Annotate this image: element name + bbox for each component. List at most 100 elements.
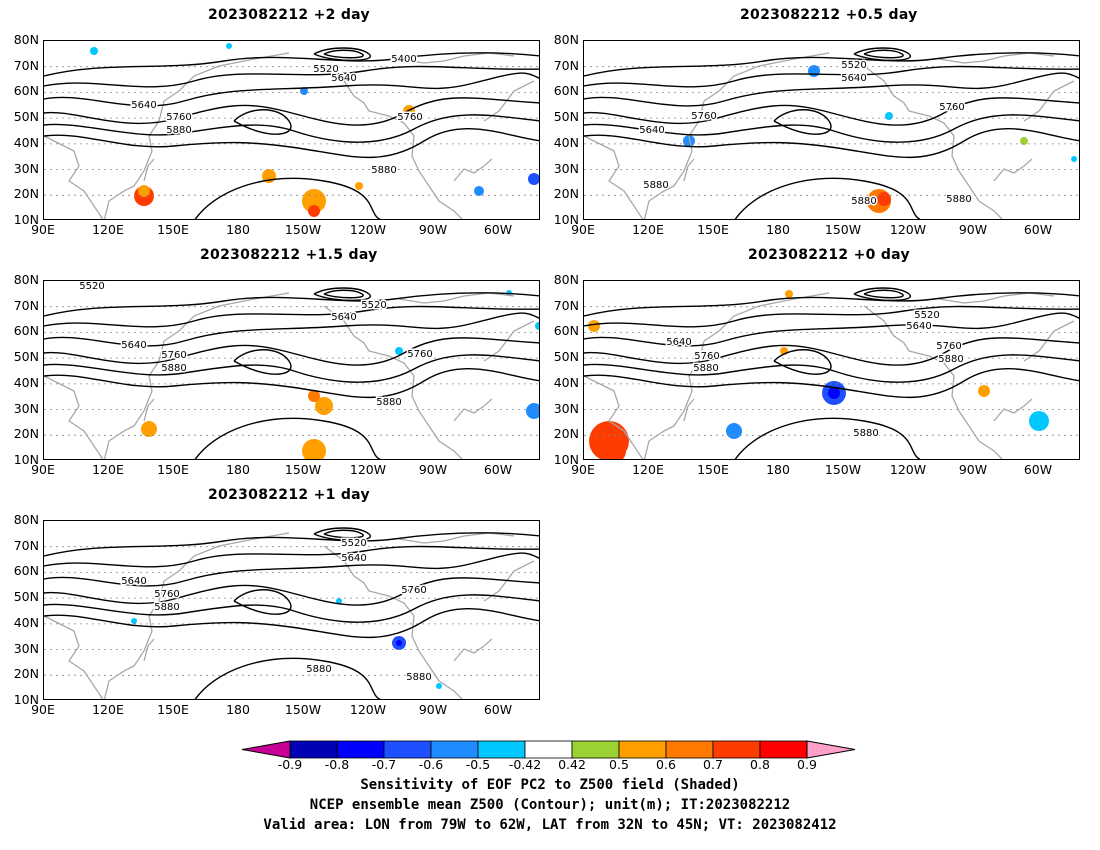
contour-label: 5880 <box>643 180 668 191</box>
z500-contour <box>853 287 912 302</box>
lat-tick-label: 60N <box>553 83 579 99</box>
z500-contour <box>773 349 832 375</box>
caption-line-2: NCEP ensemble mean Z500 (Contour); unit(… <box>309 797 791 813</box>
coastline <box>993 398 1033 422</box>
shaded-area <box>785 290 793 298</box>
coastline <box>584 375 644 459</box>
contour-label: 5640 <box>331 73 356 84</box>
contour-label: 5880 <box>851 196 876 207</box>
z500-contour <box>584 368 1079 399</box>
map-panel-p4: 5520 5640 5640 5760 5760 5880 5880 5880 <box>583 280 1080 460</box>
contour-label: 5640 <box>341 553 366 564</box>
lat-tick-label: 60N <box>553 323 579 339</box>
shaded-area <box>308 205 320 217</box>
coastline <box>863 65 910 112</box>
shaded-area <box>90 47 98 55</box>
lon-tick-label: 120W <box>889 222 927 237</box>
coastline <box>323 545 370 592</box>
shaded-area <box>535 322 539 330</box>
shaded-area <box>226 43 232 49</box>
z500-contour <box>44 552 539 587</box>
lat-tick-label: 80N <box>553 32 579 47</box>
contour-label: 5880 <box>693 363 718 374</box>
coastline <box>584 135 644 219</box>
z500-contour <box>584 337 1079 366</box>
shaded-area <box>526 403 539 419</box>
shaded-area <box>726 423 742 439</box>
shaded-area <box>308 390 320 402</box>
lat-tick-label: 10N <box>553 452 579 467</box>
coastline <box>683 158 695 182</box>
z500-contour <box>863 49 904 59</box>
shaded-area <box>528 173 539 185</box>
lon-tick-label: 120E <box>92 702 124 717</box>
coastline <box>453 158 493 182</box>
contour-label: 5640 <box>639 125 664 136</box>
lon-tick-label: 60W <box>1023 222 1053 237</box>
lon-tick-label: 180 <box>226 702 250 717</box>
lon-tick-label: 90W <box>958 462 988 477</box>
z500-contour <box>44 52 539 77</box>
contour-label: 5880 <box>371 165 396 176</box>
z500-contour <box>194 417 381 459</box>
colorbar-segment <box>383 740 432 759</box>
z500-contour <box>323 289 364 299</box>
contour-label: 5760 <box>397 112 422 123</box>
lon-tick-label: 90E <box>31 702 55 717</box>
contour-label: 5520 <box>341 538 366 549</box>
lat-tick-label: 70N <box>553 297 579 313</box>
z500-contour <box>584 72 1079 107</box>
contour-label: 5880 <box>406 672 431 683</box>
z500-contour <box>44 337 539 366</box>
lon-tick-label: 150W <box>824 462 862 477</box>
lat-tick-label: 30N <box>13 640 39 656</box>
lon-tick-label: 90W <box>418 222 448 237</box>
contour-label: 5880 <box>853 428 878 439</box>
colorbar <box>241 740 856 759</box>
lat-tick-label: 20N <box>553 426 579 442</box>
lon-tick-label: 90E <box>31 222 55 237</box>
lat-tick-label: 40N <box>13 134 39 150</box>
map-svg-p2: 5520 5640 5640 5760 5760 5880 5880 5880 <box>584 47 1079 219</box>
colorbar-tick-label: 0.6 <box>656 757 676 772</box>
colorbar-segment <box>477 740 526 759</box>
colorbar-tick-label: 0.7 <box>703 757 723 772</box>
z500-contour <box>773 109 832 135</box>
coastline <box>143 638 155 662</box>
lat-tick-label: 60N <box>13 83 39 99</box>
colorbar-segment <box>712 740 761 759</box>
lon-tick-label: 60W <box>1023 462 1053 477</box>
colorbar-tick-label: -0.9 <box>277 757 303 772</box>
lon-tick-label: 90W <box>418 702 448 717</box>
contour-label: 5520 <box>361 300 386 311</box>
z500-contour <box>584 65 1079 88</box>
contour-label: 5760 <box>407 349 432 360</box>
z500-contour <box>584 354 1079 383</box>
coastline <box>143 158 155 182</box>
z500-contour <box>44 65 539 88</box>
lat-tick-label: 80N <box>553 272 579 287</box>
lon-tick-label: 180 <box>226 222 250 237</box>
colorbar-segment <box>336 740 385 759</box>
panel-title-p4: 2023082212 +0 day <box>748 247 910 263</box>
lat-tick-label: 40N <box>553 134 579 150</box>
lon-tick-label: 150E <box>157 222 189 237</box>
map-svg-p5: 5520 5640 5640 5760 5760 5880 5880 5880 <box>44 527 539 699</box>
coastline <box>323 65 370 112</box>
contour-label: 5760 <box>936 341 961 352</box>
shaded-area <box>395 347 403 355</box>
shaded-area <box>436 683 442 689</box>
lat-tick-label: 80N <box>13 32 39 47</box>
contour-label: 5640 <box>331 312 356 323</box>
shaded-area <box>302 439 326 459</box>
coastline <box>44 375 104 459</box>
colorbar-tick-label: 0.5 <box>609 757 629 772</box>
colorbar-extend-low <box>241 740 291 759</box>
lat-tick-label: 50N <box>553 349 579 365</box>
lat-tick-label: 20N <box>13 426 39 442</box>
z500-contour <box>44 292 539 317</box>
contour-label: 5640 <box>906 321 931 332</box>
lon-tick-label: 120W <box>889 462 927 477</box>
map-panel-p5: 5520 5640 5640 5760 5760 5880 5880 5880 <box>43 520 540 700</box>
